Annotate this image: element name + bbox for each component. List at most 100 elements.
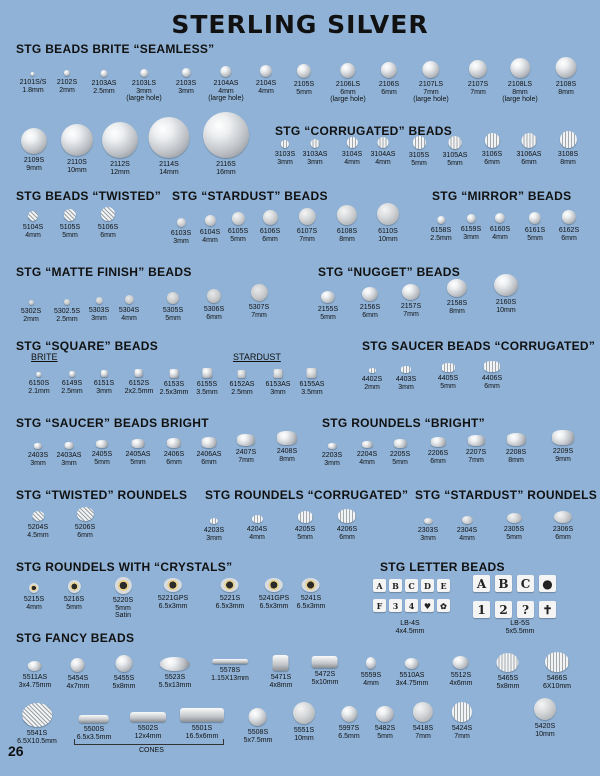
product-label: 3104S 4mm <box>341 151 363 166</box>
bead-image <box>327 443 337 449</box>
product-label: 6104S 4mm <box>199 229 221 244</box>
product-2406as: 2406AS 6mm <box>196 437 222 466</box>
letter-bead: 2 <box>495 601 512 618</box>
product-6107s: 6107S 7mm <box>297 208 317 243</box>
product-4205s: 4205S 5mm <box>295 511 315 541</box>
bead-image <box>30 72 35 76</box>
product-label: 5482S 5mm <box>374 725 396 740</box>
letter-bead: F <box>373 599 386 612</box>
product-label: 5508S 5x7.5mm <box>243 729 273 744</box>
bead-image <box>231 212 245 225</box>
bead-image <box>521 133 537 148</box>
product-2106ls: 2106LS 6mm (large hole) <box>330 63 366 104</box>
bead-image <box>21 128 47 154</box>
product-5512s: 5512S 4x6mm <box>450 656 472 687</box>
product-2103as: 2103AS 2.5mm <box>91 70 117 95</box>
product-3104s: 3104S 4mm <box>342 137 362 166</box>
product-label: 2303S 3mm <box>417 527 439 542</box>
product-5471s: 5471S 4x8mm <box>270 655 292 689</box>
bead-image <box>115 655 133 672</box>
product-5221gps: 5221GPS 6.5x3mm <box>158 578 188 610</box>
product-2406s: 2406S 6mm <box>164 438 184 466</box>
bead-image <box>484 133 500 148</box>
bead-image <box>452 702 472 722</box>
bead-image <box>70 658 85 672</box>
product-label: 2116S 16mm <box>216 161 236 176</box>
bead-image <box>430 437 446 447</box>
product-6150s: 6150S 2.1mm <box>28 372 50 395</box>
bead-image <box>306 368 317 378</box>
product-2408s: 2408S 8mm <box>277 431 297 463</box>
product-label: 5502S 12x4mm <box>134 725 162 740</box>
product-6153s: 6153S 2.5x3mm <box>159 369 189 396</box>
product-6103s: 6103S 3mm <box>171 218 191 245</box>
product-label: 6150S 2.1mm <box>28 380 50 395</box>
product-label: 4203S 3mm <box>203 527 225 542</box>
product-label: 4205S 5mm <box>294 526 316 541</box>
product-label: 5454S 4x7mm <box>66 675 90 690</box>
bead-image <box>131 439 145 448</box>
bead-image <box>181 68 191 77</box>
product-label: 2104AS 4mm (large hole) <box>208 80 244 102</box>
product-label: 2158S 8mm <box>446 300 468 315</box>
product-label: 2107LS 7mm (large hole) <box>413 81 449 103</box>
subheading-brite: BRITE <box>31 352 58 362</box>
product-label: 2103AS 2.5mm <box>91 80 117 95</box>
bead-image <box>167 438 181 448</box>
bead-image <box>76 507 94 521</box>
cones-bracket-tick <box>223 739 224 744</box>
letter-bead: A <box>473 575 490 592</box>
product-label: 2203S 3mm <box>321 452 343 467</box>
bead-image <box>423 518 433 524</box>
product-3104as: 3104AS 4mm <box>371 137 395 166</box>
product-label: 5523S 5.5x13mm <box>158 674 192 689</box>
product-label: 2209S 9mm <box>552 448 574 463</box>
product-5501s: 5501S 16.5x6mm <box>180 708 224 740</box>
product-6162s: 6162S 6mm <box>559 210 579 242</box>
bead-image <box>28 300 34 305</box>
product-3106as: 3106AS 6mm <box>517 133 541 166</box>
product-5465s: 5465S 5x8mm <box>497 653 519 690</box>
product-2110s: 2110S 10mm <box>61 124 93 174</box>
product-3108s: 3108S 8mm <box>558 131 578 166</box>
product-5241gps: 5241GPS 6.5x3mm <box>259 578 289 610</box>
product-5302s: 5302S 2mm <box>21 300 41 323</box>
bead-image <box>368 368 376 373</box>
section-heading-saucer-corr: STG SAUCER BEADS “CORRUGATED” <box>362 339 596 353</box>
bead-image <box>277 431 297 445</box>
letter-bead: B <box>495 575 512 592</box>
bead-image <box>437 216 445 224</box>
cones-label: CONES <box>139 747 164 754</box>
section-heading-matte: STG “MATTE FINISH” BEADS <box>16 265 192 279</box>
bead-image <box>422 61 440 78</box>
product-label: 5418S 7mm <box>412 725 434 740</box>
bead-image <box>506 513 522 523</box>
product-label: 5306S 6mm <box>203 306 225 321</box>
product-4406s: 4406S 6mm <box>482 361 502 390</box>
product-label: 4405S 5mm <box>437 375 459 390</box>
letter-bead: 1 <box>473 601 490 618</box>
bead-image <box>163 578 182 592</box>
product-label: 2405S 5mm <box>91 451 113 466</box>
product-label: 2106LS 6mm (large hole) <box>330 81 366 103</box>
product-5303s: 5303S 3mm <box>89 297 109 322</box>
section-heading-corrugated: STG “CORRUGATED” BEADS <box>275 124 453 138</box>
product-label: 6159S 3mm <box>460 226 482 241</box>
product-label: 3106S 6mm <box>481 151 503 166</box>
product-label: 5106S 6mm <box>97 224 119 239</box>
product-label: 6153S 2.5x3mm <box>159 381 189 396</box>
product-label: 2155S 5mm <box>317 306 339 321</box>
product-6158s: 6158S 2.5mm <box>430 216 452 242</box>
bead-image <box>29 583 39 593</box>
product-5204s: 5204S 4.5mm <box>27 511 49 539</box>
bead-image <box>207 289 221 303</box>
product-2305s: 2305S 5mm <box>504 513 524 541</box>
product-2107ls: 2107LS 7mm (large hole) <box>413 61 449 104</box>
bead-image <box>28 211 38 221</box>
product-label: 2406AS 6mm <box>196 451 222 466</box>
product-label: 2304S 4mm <box>456 527 478 542</box>
product-5424s: 5424S 7mm <box>452 702 472 740</box>
bead-image <box>293 702 315 724</box>
product-5302-5s: 5302.5S 2.5mm <box>54 299 80 323</box>
product-5106s: 5106S 6mm <box>98 207 118 239</box>
